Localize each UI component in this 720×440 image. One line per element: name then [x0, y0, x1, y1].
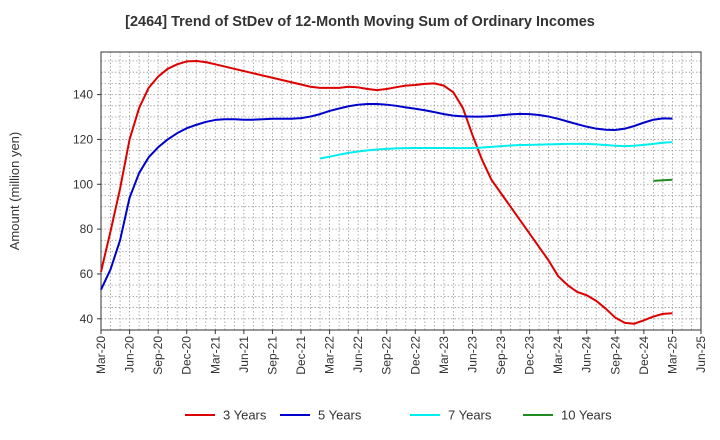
- y-axis-label: Amount (million yen): [7, 132, 22, 251]
- plot-frame: [100, 51, 702, 331]
- x-tick-label: Dec-21: [294, 336, 308, 375]
- series-lines: [100, 59, 673, 325]
- legend-label: 10 Years: [561, 408, 612, 423]
- x-tick-label: Mar-23: [437, 336, 451, 374]
- x-tick-labels: Mar-20 Jun-20 Sep-20 Dec-20 Mar-21 Jun-21 Sep-…: [94, 330, 708, 375]
- x-tick-label: Jun-20: [123, 336, 137, 373]
- x-tick-label: Dec-23: [523, 336, 537, 375]
- y-tick-label: 140: [73, 88, 93, 102]
- x-tick-label: Jun-23: [465, 336, 479, 373]
- x-tick-label: Dec-22: [408, 336, 422, 375]
- x-tick-label: Sep-21: [265, 336, 279, 375]
- x-tick-label: Mar-21: [208, 336, 222, 374]
- x-tick-label: Mar-20: [94, 336, 108, 374]
- x-tick-label: Mar-22: [323, 336, 337, 374]
- x-tick-label: Dec-24: [637, 336, 651, 375]
- legend-label: 5 Years: [318, 408, 362, 423]
- x-tick-label: Sep-22: [380, 336, 394, 375]
- x-tick-label: Sep-23: [494, 336, 508, 375]
- x-tick-label: Sep-20: [151, 336, 165, 375]
- y-tick-labels: 40 60 80 100 120 140: [73, 88, 101, 326]
- x-tick-label: Jun-24: [580, 336, 594, 373]
- x-tick-label: Mar-25: [665, 336, 679, 374]
- x-tick-label: Jun-25: [694, 336, 708, 373]
- y-tick-label: 100: [73, 177, 93, 191]
- series-line-10-years: [653, 178, 673, 182]
- y-tick-label: 40: [80, 312, 94, 326]
- series-line-7-years: [319, 141, 673, 160]
- grid: [101, 52, 701, 330]
- x-tick-label: Jun-21: [237, 336, 251, 373]
- series-line-3-years: [100, 59, 673, 325]
- series-line-5-years: [100, 103, 673, 291]
- legend-label: 3 Years: [223, 408, 267, 423]
- chart-title: [2464] Trend of StDev of 12-Month Moving…: [125, 14, 595, 30]
- y-tick-label: 120: [73, 132, 93, 146]
- legend-label: 7 Years: [448, 408, 492, 423]
- legend: 3 Years 5 Years 7 Years 10 Years: [185, 408, 612, 423]
- y-tick-label: 80: [80, 222, 94, 236]
- x-tick-label: Dec-20: [180, 336, 194, 375]
- y-tick-label: 60: [80, 267, 94, 281]
- x-tick-label: Jun-22: [351, 336, 365, 373]
- x-tick-label: Mar-24: [551, 336, 565, 374]
- x-tick-label: Sep-24: [608, 336, 622, 375]
